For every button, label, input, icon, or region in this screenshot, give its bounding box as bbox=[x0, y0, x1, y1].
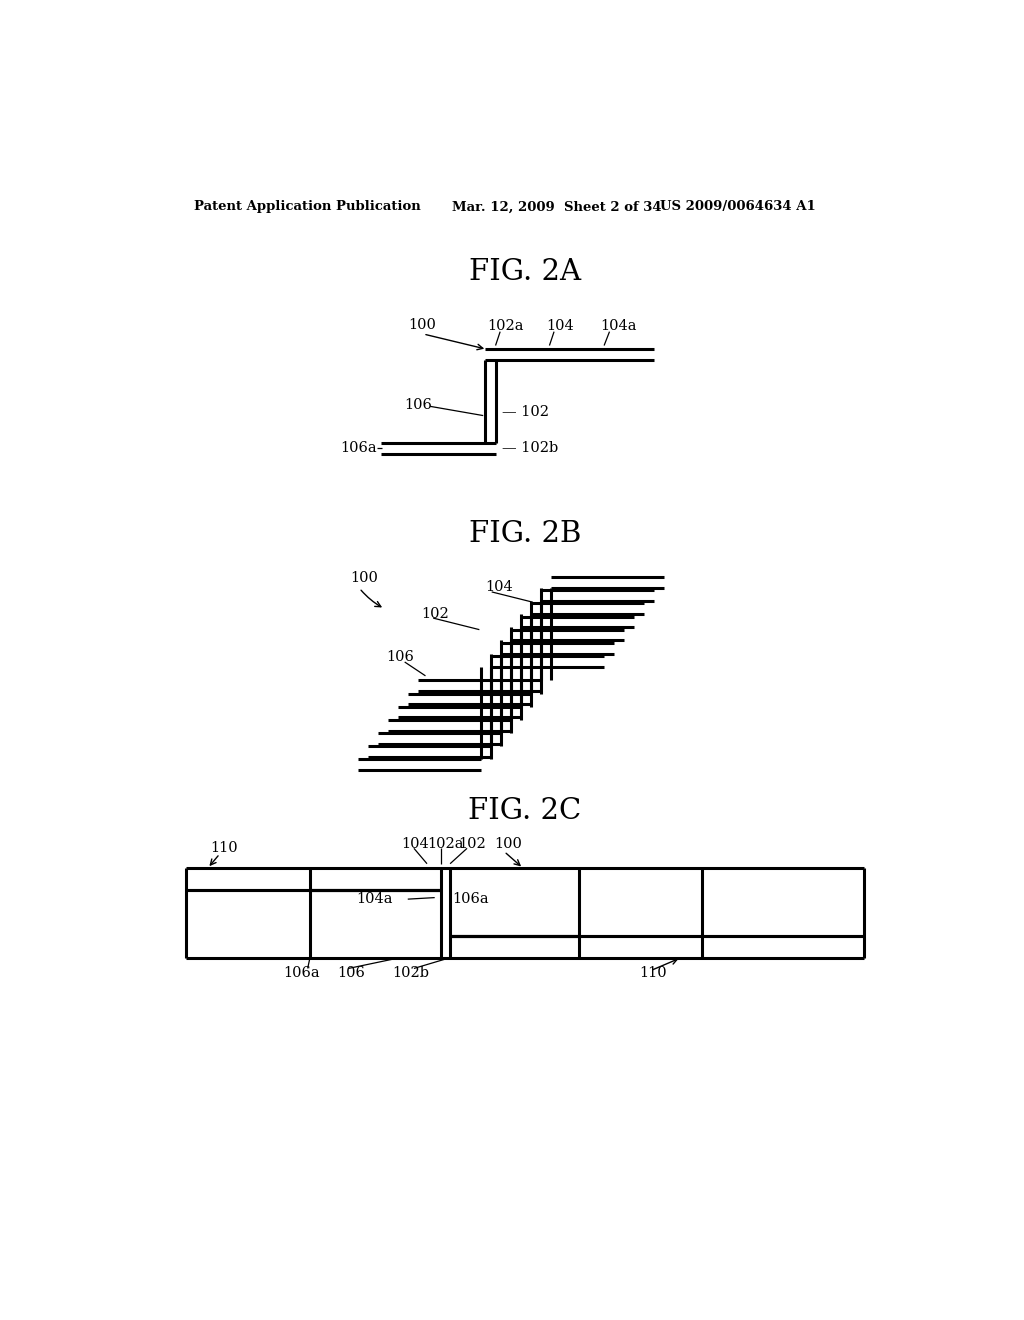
Text: 102: 102 bbox=[422, 607, 450, 622]
Text: 100: 100 bbox=[350, 572, 378, 585]
Text: Patent Application Publication: Patent Application Publication bbox=[195, 201, 421, 214]
Text: — 102b: — 102b bbox=[502, 441, 558, 455]
Text: 106a: 106a bbox=[283, 966, 319, 979]
Text: 110: 110 bbox=[639, 966, 667, 979]
Text: 100: 100 bbox=[494, 837, 522, 850]
Text: FIG. 2C: FIG. 2C bbox=[468, 797, 582, 825]
Text: 102: 102 bbox=[458, 837, 485, 850]
Text: — 102: — 102 bbox=[502, 405, 549, 420]
Text: Mar. 12, 2009  Sheet 2 of 34: Mar. 12, 2009 Sheet 2 of 34 bbox=[453, 201, 663, 214]
Text: US 2009/0064634 A1: US 2009/0064634 A1 bbox=[660, 201, 816, 214]
Text: 102a: 102a bbox=[427, 837, 464, 850]
Text: 100: 100 bbox=[408, 318, 435, 333]
Text: 106a: 106a bbox=[340, 441, 377, 455]
Text: 104: 104 bbox=[484, 579, 512, 594]
Text: FIG. 2A: FIG. 2A bbox=[469, 259, 581, 286]
Text: 106: 106 bbox=[337, 966, 365, 979]
Text: 102b: 102b bbox=[392, 966, 429, 979]
Text: 106: 106 bbox=[386, 651, 414, 664]
Text: 104a: 104a bbox=[356, 892, 392, 906]
Text: 104: 104 bbox=[400, 837, 429, 850]
Text: 106: 106 bbox=[403, 397, 432, 412]
Text: 102a: 102a bbox=[487, 319, 523, 333]
Text: 106a: 106a bbox=[453, 892, 489, 906]
Text: 104a: 104a bbox=[600, 319, 637, 333]
Text: 110: 110 bbox=[210, 841, 238, 855]
Text: 104: 104 bbox=[547, 319, 574, 333]
Text: FIG. 2B: FIG. 2B bbox=[469, 520, 581, 548]
